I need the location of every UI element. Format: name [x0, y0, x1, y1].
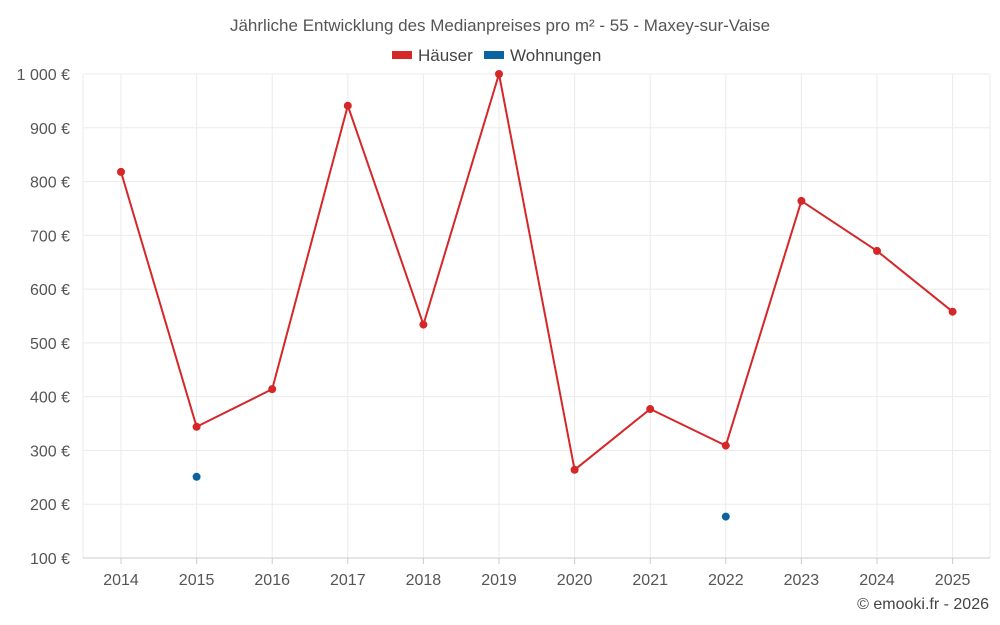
data-point-haeuser-2025[interactable] [948, 307, 957, 316]
y-tick-label: 100 € [30, 551, 70, 568]
y-tick-label: 600 € [30, 282, 70, 299]
legend-label-haeuser: Häuser [418, 46, 473, 65]
x-tick-label: 2018 [406, 572, 442, 589]
legend-item-haeuser[interactable]: Häuser [392, 46, 473, 65]
y-tick-label: 400 € [30, 390, 70, 407]
series-haeuser [117, 70, 957, 474]
series [117, 70, 957, 521]
y-tick-label: 800 € [30, 175, 70, 192]
x-tick-label: 2016 [254, 572, 290, 589]
chart-title: Jährliche Entwicklung des Medianpreises … [230, 16, 770, 35]
x-tick-label: 2014 [103, 572, 139, 589]
legend: Häuser Wohnungen [392, 46, 601, 65]
series-wohnungen [192, 472, 730, 521]
x-tick-label: 2025 [935, 572, 971, 589]
legend-label-wohnungen: Wohnungen [510, 46, 601, 65]
legend-swatch-haeuser [392, 51, 412, 59]
x-tick-label: 2015 [179, 572, 215, 589]
data-point-haeuser-2015[interactable] [192, 422, 201, 431]
y-tick-label: 1 000 € [17, 67, 70, 84]
credit-text: © emooki.fr - 2026 [857, 596, 989, 613]
x-tick-label: 2019 [481, 572, 517, 589]
axes [83, 557, 990, 564]
data-point-haeuser-2024[interactable] [873, 246, 881, 255]
data-point-wohnungen-2015[interactable] [192, 472, 201, 481]
y-tick-label: 500 € [30, 336, 70, 353]
x-tick-label: 2017 [330, 572, 366, 589]
x-tick-label: 2024 [859, 572, 895, 589]
x-tick-label: 2021 [632, 572, 668, 589]
data-point-haeuser-2020[interactable] [570, 465, 579, 474]
legend-item-wohnungen[interactable]: Wohnungen [484, 46, 601, 65]
data-point-haeuser-2016[interactable] [268, 385, 277, 394]
data-point-haeuser-2019[interactable] [495, 70, 503, 78]
series-line-haeuser [120, 73, 954, 471]
data-point-haeuser-2014[interactable] [117, 167, 125, 176]
data-point-haeuser-2022[interactable] [721, 441, 730, 450]
y-axis-ticks: 100 € 200 € 300 € 400 € 500 € 600 € 700 € 800 €… [17, 67, 70, 568]
x-tick-label: 2023 [784, 572, 820, 589]
y-tick-label: 900 € [30, 121, 70, 138]
data-point-haeuser-2021[interactable] [646, 405, 655, 414]
y-tick-label: 700 € [30, 228, 70, 245]
grid-lines [82, 73, 991, 558]
x-tick-label: 2020 [557, 572, 593, 589]
data-point-haeuser-2017[interactable] [343, 101, 352, 110]
y-tick-label: 300 € [30, 443, 70, 460]
data-point-haeuser-2023[interactable] [797, 196, 806, 205]
x-axis-ticks: 2014 2015 2016 2017 2018 2019 2020 2021 2022 2023… [103, 572, 970, 589]
data-point-haeuser-2018[interactable] [419, 320, 428, 329]
x-tick-label: 2022 [708, 572, 744, 589]
legend-swatch-wohnungen [484, 51, 504, 59]
data-point-wohnungen-2022[interactable] [721, 512, 730, 521]
y-tick-label: 200 € [30, 497, 70, 514]
